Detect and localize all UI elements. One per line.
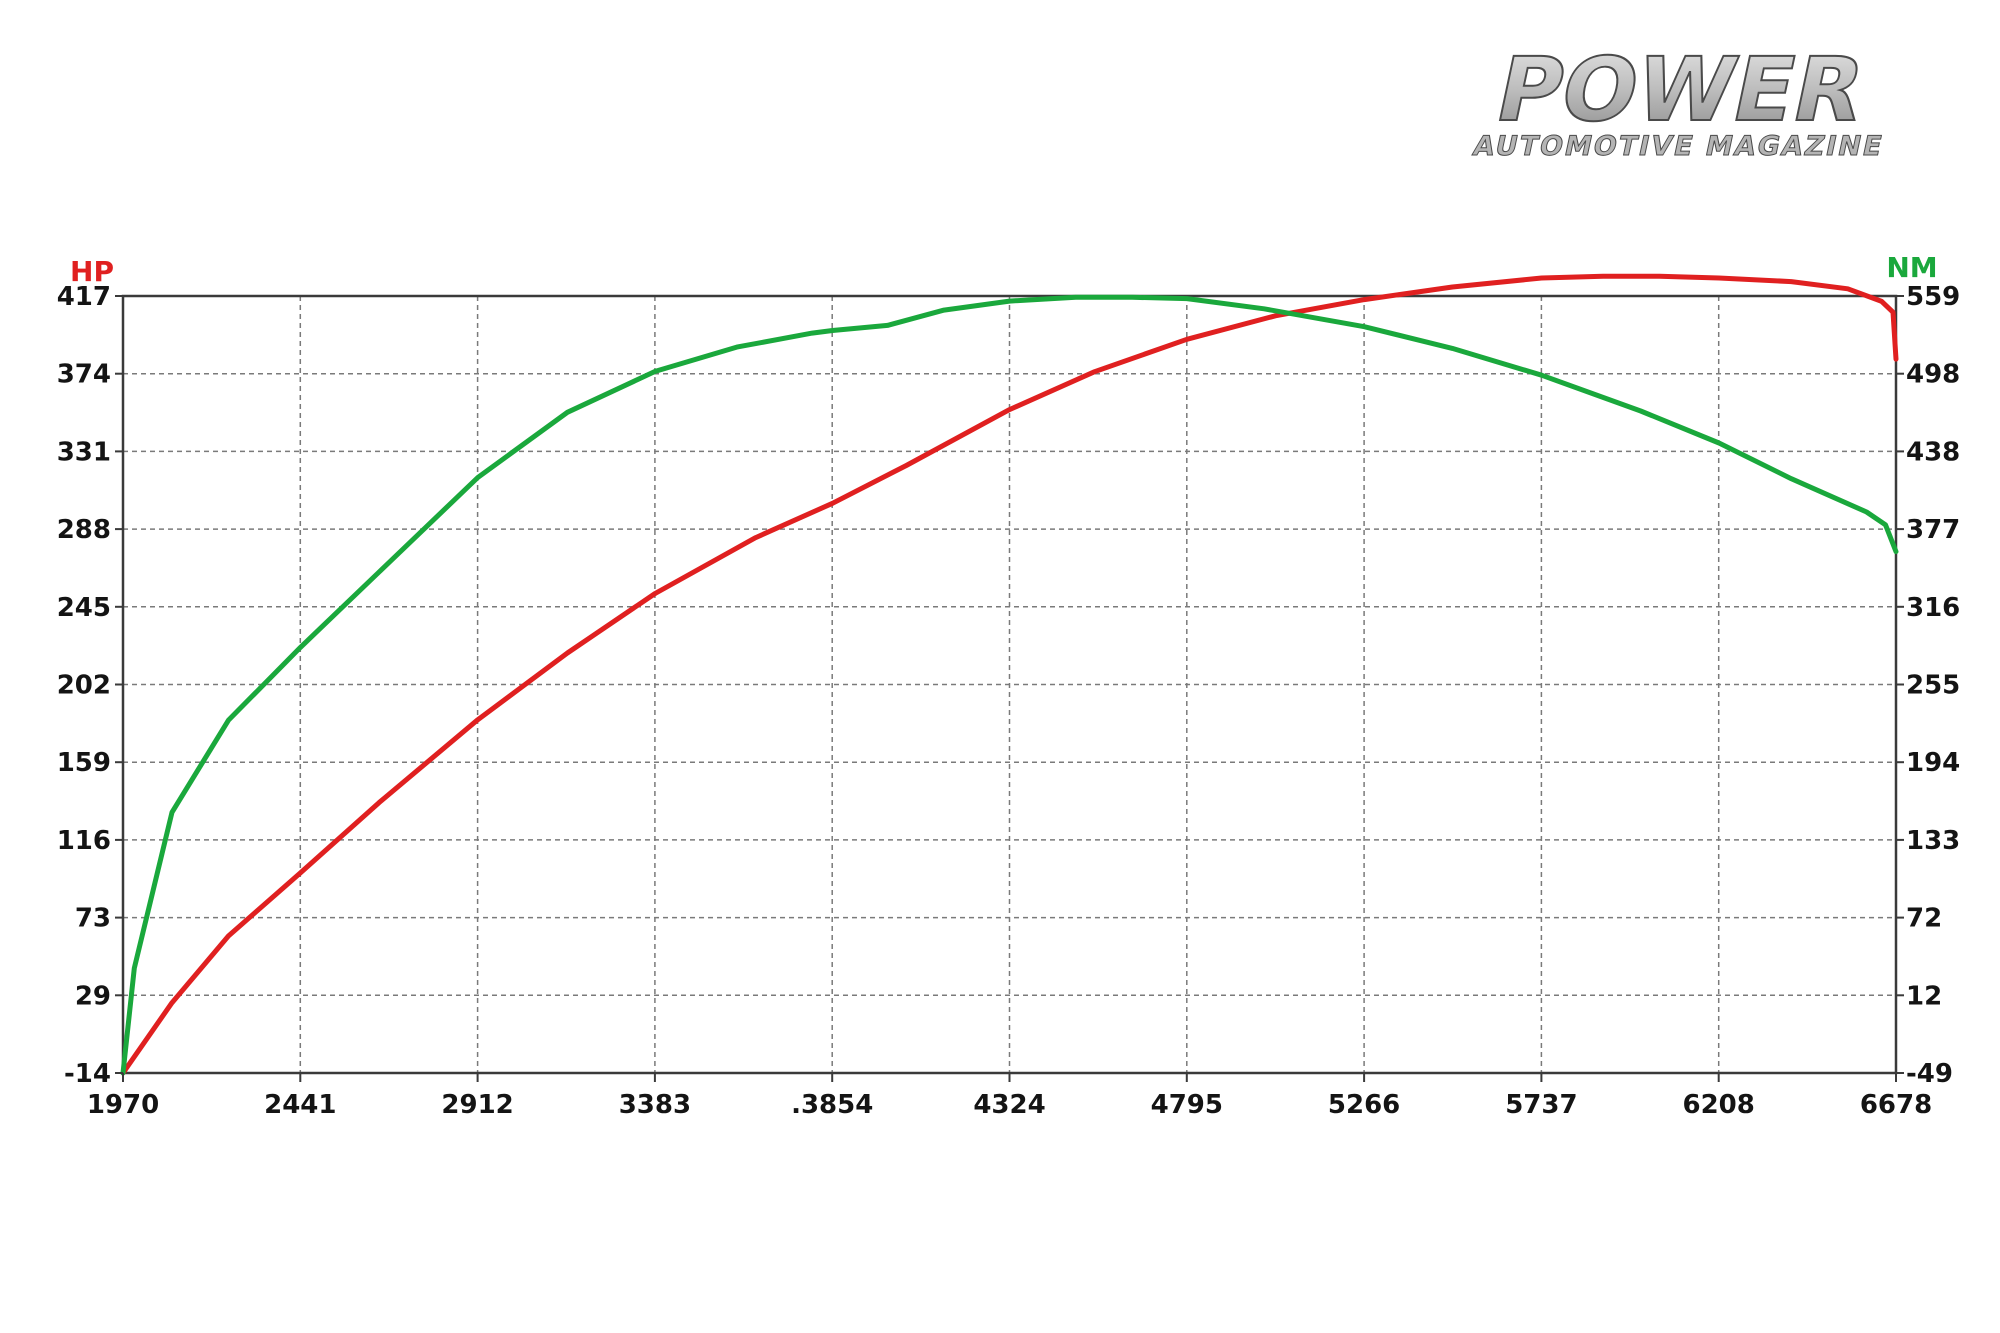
left-tick-label: 417	[57, 282, 111, 312]
x-tick-label: 5737	[1505, 1090, 1577, 1120]
right-tick-label: 316	[1906, 593, 1960, 623]
power-hp-series-line	[120, 273, 1899, 1076]
right-tick-label: 194	[1906, 748, 1960, 778]
x-tick-label: 3383	[619, 1090, 691, 1120]
right-tick-label: 12	[1906, 981, 1942, 1011]
right-tick-label: 255	[1906, 671, 1960, 701]
series-lines	[120, 273, 1899, 1076]
right-tick-label: -49	[1906, 1059, 1953, 1089]
left-axis-title: HP	[70, 255, 114, 288]
grid	[123, 296, 1896, 1073]
x-tick-label: 2441	[264, 1090, 336, 1120]
x-tick-label: 4324	[973, 1090, 1045, 1120]
x-tick-label: 2912	[441, 1090, 513, 1120]
right-tick-label: 377	[1906, 515, 1960, 545]
left-tick-label: -14	[64, 1059, 111, 1089]
left-tick-label: 159	[57, 748, 111, 778]
left-tick-label: 374	[57, 360, 111, 390]
x-tick-label: 4795	[1151, 1090, 1223, 1120]
left-tick-label: 331	[57, 437, 111, 467]
right-axis-title: NM	[1886, 251, 1937, 284]
left-tick-label: 29	[75, 981, 111, 1011]
x-tick-label: 6208	[1683, 1090, 1755, 1120]
left-tick-label: 288	[57, 515, 111, 545]
x-tick-label: .3854	[791, 1090, 873, 1120]
logo-title: POWER	[1488, 45, 1874, 141]
right-tick-label: 133	[1906, 826, 1960, 856]
left-tick-label: 245	[57, 593, 111, 623]
power-magazine-logo: POWER AUTOMOTIVE MAGAZINE	[1470, 45, 1887, 162]
torque-nm-series-line	[120, 294, 1899, 1076]
x-axis: 1970 2441 2912 3383 .3854 4324 4795 5266 5737 620…	[87, 1073, 1932, 1120]
right-tick-label: 438	[1906, 437, 1960, 467]
left-tick-label: 73	[75, 904, 111, 934]
logo-subtitle: AUTOMOTIVE MAGAZINE	[1470, 131, 1886, 162]
right-tick-label: 498	[1906, 360, 1960, 390]
left-axis: 417 374 331 288 245 202 159 116 73 29 -14	[57, 282, 123, 1089]
left-tick-label: 202	[57, 671, 111, 701]
right-axis: 559 498 438 377 316 255 194 133 72 12 -49	[1896, 282, 1960, 1089]
right-tick-label: 72	[1906, 904, 1942, 934]
x-tick-label: 6678	[1860, 1090, 1932, 1120]
x-tick-label: 1970	[87, 1090, 159, 1120]
right-tick-label: 559	[1906, 282, 1960, 312]
left-tick-label: 116	[57, 826, 111, 856]
x-tick-label: 5266	[1328, 1090, 1400, 1120]
